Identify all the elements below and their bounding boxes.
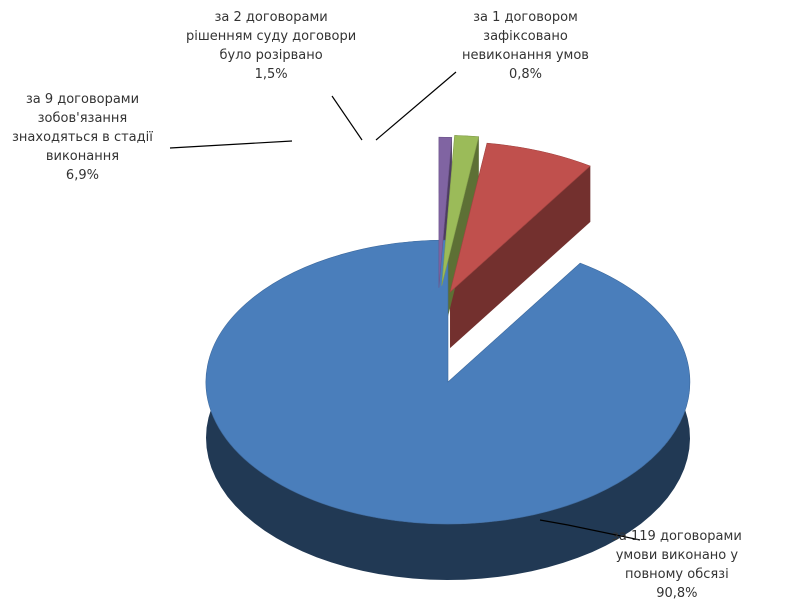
leader-line-terminated xyxy=(331,95,363,141)
leader-line-main xyxy=(539,519,641,541)
leader-line-breach xyxy=(375,71,457,141)
slice-wall-in-progress-1 xyxy=(450,166,591,349)
slice-main xyxy=(205,239,691,525)
pie-tops xyxy=(205,135,691,525)
slice-label-in-progress: за 9 договорами зобов'язання знаходяться… xyxy=(12,92,153,183)
slice-label-main: за 119 договорами умови виконано у повно… xyxy=(612,529,742,601)
slice-breach xyxy=(438,136,453,288)
leader-line-in-progress xyxy=(169,140,293,149)
slice-pct-in-progress: 6,9% xyxy=(65,168,99,183)
slice-label-terminated: за 2 договорами рішенням суду договори б… xyxy=(186,10,357,82)
leader-lines xyxy=(169,71,641,541)
slice-pct-main: 90,8% xyxy=(656,586,698,601)
slice-label-breach: за 1 договором зафіксовано невиконання у… xyxy=(462,10,589,82)
slice-terminated xyxy=(441,135,480,286)
slice-pct-terminated: 1,5% xyxy=(254,67,288,82)
slice-pct-breach: 0,8% xyxy=(508,67,542,82)
slice-in-progress xyxy=(449,142,591,293)
